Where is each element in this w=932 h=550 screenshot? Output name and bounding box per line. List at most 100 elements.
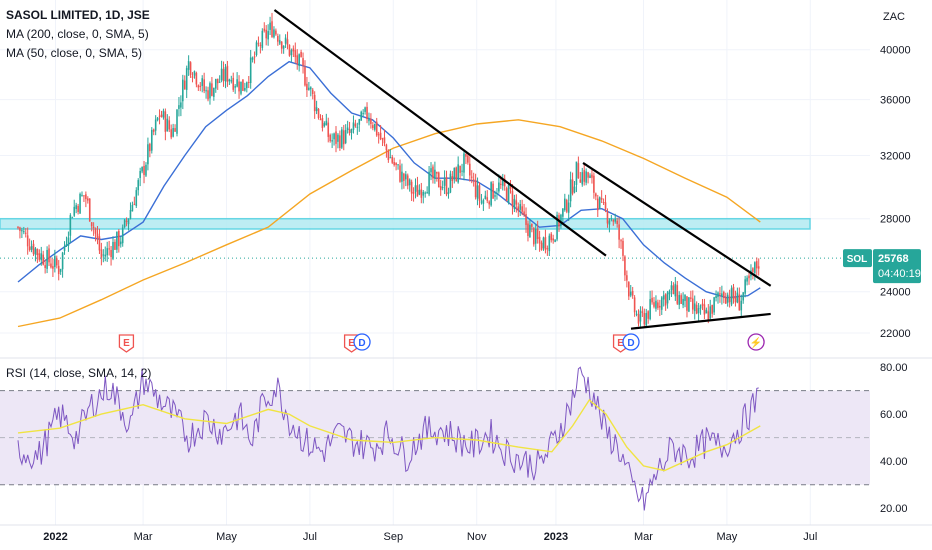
candle-body [682,298,684,306]
candle-body [333,133,335,140]
candle-body [622,240,624,256]
candle-body [381,138,384,140]
candle-body [724,297,727,304]
candle-body [224,67,227,82]
candle-body [273,29,275,38]
candle-body [538,236,541,244]
candle-body [445,176,448,195]
candle-body [116,231,118,250]
candle-body [389,157,392,159]
price-tick-label: 40000 [880,45,911,57]
candle-body [379,132,382,140]
ma200-legend[interactable]: MA (200, close, 0, SMA, 5) [6,27,149,41]
candle-body [267,31,269,40]
candle-body [639,310,642,322]
candle-body [500,183,502,185]
candle-body [294,50,297,58]
ma50-legend[interactable]: MA (50, close, 0, SMA, 5) [6,46,143,60]
candle-body [684,294,686,301]
candle-body [284,37,287,44]
earnings-marker-label: E [348,338,355,349]
candle-body [726,294,729,303]
candle-body [19,227,21,231]
candle-body [195,72,198,85]
candle-body [620,240,622,242]
candle-body [736,292,739,303]
candle-body [534,228,537,244]
trendline [582,161,772,287]
candle-body [591,174,593,178]
candle-body [531,223,533,227]
candle-body [110,249,112,258]
candle-body [432,166,434,179]
symbol-tag-label: SOL [847,254,868,265]
rsi-line [17,366,759,511]
candle-body [730,288,733,305]
candle-body [569,179,572,202]
candle-body [509,184,512,190]
candle-body [123,219,126,228]
candle-body [114,241,116,250]
candle-body [46,250,48,269]
symbol-tag [843,249,872,268]
candle-body [738,294,741,311]
candle-body [42,254,45,265]
candle-body [38,253,41,260]
candle-body [187,61,190,70]
candle-body [699,305,702,309]
rsi-legend[interactable]: RSI (14, close, SMA, 14, 2) [6,366,152,380]
candle-body [44,265,46,268]
candle-body [21,230,23,232]
candle-body [406,175,409,186]
candle-body [511,190,514,207]
candle-body [214,78,217,89]
candle-body [79,193,81,214]
chart-title[interactable]: SASOL LIMITED, 1D, JSE [6,8,150,22]
candle-body [255,42,258,56]
candle-body [468,163,471,176]
candle-body [180,102,182,108]
candle-body [449,173,452,193]
candle-body [540,242,543,250]
date-tick-label: Nov [467,531,487,543]
candle-body [709,306,712,319]
candle-body [434,169,436,179]
candle-body [401,171,403,182]
candle-body [408,179,411,186]
candle-body [732,286,735,299]
candle-body [560,214,562,226]
candle-body [670,285,673,291]
candle-body [410,181,413,194]
candle-body [308,87,310,90]
dividend-marker-label: D [358,338,365,349]
candle-body [550,233,553,241]
price-tick-label: 36000 [880,95,911,107]
candle-body [356,126,359,128]
rsi-tick-label: 40.00 [880,456,908,468]
candle-body [375,121,378,136]
candle-body [723,292,725,299]
candle-body [385,144,388,151]
candle-body [65,244,68,246]
candle-body [734,297,737,303]
candle-body [519,204,522,210]
ma50-line [17,60,761,299]
dividend-marker [353,333,371,351]
candle-body [112,241,114,259]
candle-body [178,105,180,109]
candle-body [319,119,322,121]
candle-body [746,277,748,282]
candle-body [234,86,236,88]
candle-body [546,248,549,250]
candle-body [329,134,331,142]
candle-body [707,311,710,320]
price-tick-label: 32000 [880,150,911,162]
candle-body [174,128,176,132]
candle-body [461,170,463,172]
earnings-marker [118,334,135,353]
candle-body [571,179,574,194]
candle-body [133,203,136,205]
candle-body [628,282,630,297]
candle-body [668,290,671,295]
